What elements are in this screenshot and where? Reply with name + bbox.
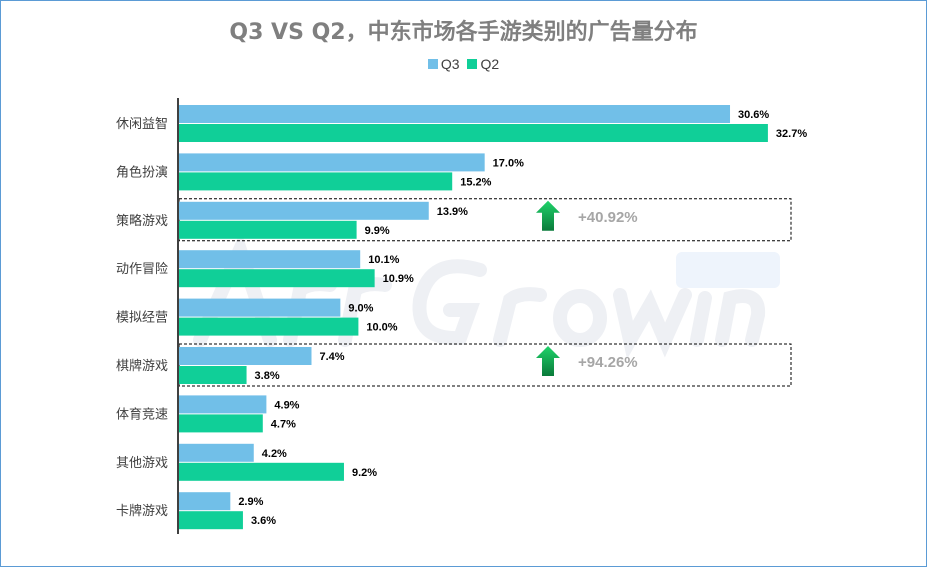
category-label: 棋牌游戏 <box>116 358 168 373</box>
annotation-label: +40.92% <box>578 209 638 226</box>
up-arrow-icon <box>536 200 560 231</box>
category-label: 卡牌游戏 <box>116 503 168 518</box>
data-label: 15.2% <box>460 176 491 188</box>
data-label: 3.8% <box>255 370 280 382</box>
data-label: 7.4% <box>319 351 344 363</box>
data-label: 10.0% <box>366 322 397 334</box>
bar-q2 <box>178 220 357 239</box>
bar-q2 <box>178 317 359 336</box>
category-label: 休闲益智 <box>116 116 168 131</box>
bar-q3 <box>178 298 341 317</box>
bar-q2 <box>178 269 375 288</box>
bar-q3 <box>178 105 731 123</box>
category-label: 策略游戏 <box>116 213 168 228</box>
data-label: 17.0% <box>493 157 524 169</box>
bar-q2 <box>178 462 344 481</box>
data-label: 2.9% <box>238 496 263 508</box>
data-label: 9.9% <box>365 225 390 237</box>
data-label: 9.2% <box>352 467 377 479</box>
legend-swatch <box>427 59 438 69</box>
category-label: 体育竞速 <box>116 406 168 421</box>
data-label: 3.6% <box>251 515 276 527</box>
data-label: 10.9% <box>383 273 414 285</box>
category-label: 角色扮演 <box>116 164 168 179</box>
category-label: 模拟经营 <box>116 310 168 325</box>
legend-item-q2: Q2 <box>467 56 499 72</box>
bar-q3 <box>178 153 485 172</box>
chart-title: Q3 VS Q2，中东市场各手游类别的广告量分布 <box>229 20 698 45</box>
bar-q3 <box>178 395 267 414</box>
bar-q2 <box>178 414 263 433</box>
data-label: 4.2% <box>262 448 287 460</box>
data-label: 13.9% <box>437 206 468 218</box>
annotation-label: +94.26% <box>578 354 638 371</box>
bar-q2 <box>178 124 768 142</box>
bar-q3 <box>178 443 254 462</box>
legend-label: Q2 <box>480 56 500 72</box>
bar-q3 <box>178 201 429 220</box>
data-label: 9.0% <box>348 303 373 315</box>
data-label: 10.1% <box>368 254 399 266</box>
bar-q2 <box>178 511 243 530</box>
bar-q2 <box>178 366 247 384</box>
legend-label: Q3 <box>440 56 460 72</box>
data-label: 30.6% <box>738 109 769 121</box>
category-label: 动作冒险 <box>116 261 168 276</box>
category-label: 其他游戏 <box>116 455 168 470</box>
legend: Q3 Q2 <box>0 56 927 72</box>
data-label: 4.7% <box>271 418 296 430</box>
data-label: 32.7% <box>776 128 807 140</box>
up-arrow-icon <box>536 346 560 376</box>
legend-swatch <box>467 59 478 69</box>
data-label: 4.9% <box>274 399 299 411</box>
bar-q3 <box>178 492 231 511</box>
bar-q2 <box>178 172 453 191</box>
bar-q3 <box>178 250 361 269</box>
legend-item-q3: Q3 <box>427 56 460 72</box>
bar-q3 <box>178 347 312 365</box>
